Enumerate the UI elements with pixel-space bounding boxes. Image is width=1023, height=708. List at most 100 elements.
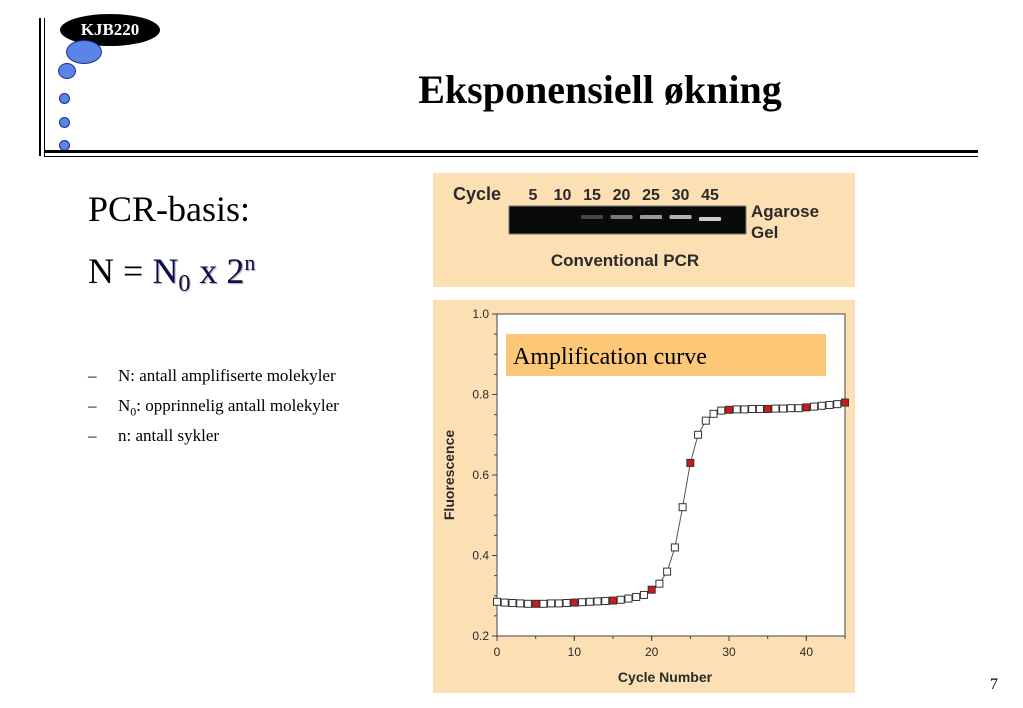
x-tick-label: 40: [800, 645, 814, 659]
data-point: [547, 599, 556, 608]
gel-cycle-tick: 10: [554, 187, 572, 204]
data-point: [639, 590, 648, 599]
data-point: [740, 405, 749, 414]
data-point-highlighted: [841, 398, 849, 407]
gel-cycle-label: Cycle: [453, 184, 501, 204]
list-item-sub: 0: [130, 404, 137, 419]
data-point: [624, 594, 633, 603]
chart-title: Amplification curve: [513, 344, 707, 370]
list-item-base: N: [118, 396, 131, 415]
data-point: [670, 543, 679, 552]
data-point: [578, 598, 587, 607]
data-point: [593, 597, 602, 606]
page-title: Eksponensiell økning: [418, 67, 782, 112]
list-dash: –: [88, 366, 97, 385]
gel-cycle-tick: 30: [672, 187, 690, 204]
formula-n0-sub: 0: [178, 271, 191, 298]
data-point: [779, 404, 788, 413]
bullet-dot-small-icon: [59, 93, 70, 104]
data-point-highlighted: [647, 585, 656, 594]
formula-n0-base: N: [152, 251, 179, 291]
data-point-highlighted: [609, 596, 617, 605]
bullet-dot-small-icon: [59, 117, 70, 128]
gel-caption: Conventional PCR: [551, 251, 699, 270]
gel-svg: Cycle 5 10 15 20 25 30 45 Agarose Gel Conventi…: [453, 184, 819, 270]
formula-rhs: N0 x 2n: [152, 250, 256, 297]
data-point: [786, 404, 795, 413]
gel-figure: Cycle 5 10 15 20 25 30 45 Agarose Gel Conventi…: [433, 173, 855, 287]
left-frame-line-outer: [39, 18, 41, 156]
gel-band: [669, 215, 692, 219]
x-axis-label: Cycle Number: [618, 669, 713, 685]
data-point-highlighted: [531, 599, 540, 608]
data-point: [616, 595, 625, 604]
data-point: [748, 404, 757, 413]
y-tick-label: 0.6: [472, 468, 489, 482]
data-point: [678, 503, 687, 512]
bullet-dot-medium-icon: [58, 63, 76, 79]
x-tick-label: 0: [494, 645, 501, 659]
chart-svg: 0.2 0.4 0.6 0.8 1.0 0 10 20 30 40 Amplification c…: [441, 307, 849, 685]
data-point: [833, 400, 842, 409]
gel-band: [610, 215, 633, 219]
list-dash: –: [88, 426, 97, 445]
list-item: – n: antall sykler: [88, 426, 219, 446]
data-point: [539, 599, 548, 608]
y-tick-label: 0.8: [472, 388, 489, 402]
data-point: [771, 404, 780, 413]
gel-band: [581, 215, 603, 219]
data-point-highlighted: [802, 403, 811, 412]
data-point: [794, 404, 803, 413]
list-item: – N: antall amplifiserte molekyler: [88, 366, 336, 386]
gel-cycle-tick: 20: [613, 187, 631, 204]
x-tick-label: 10: [568, 645, 582, 659]
gel-side-label-line1: Agarose: [751, 202, 819, 221]
data-point-highlighted: [725, 405, 733, 414]
list-item: – N0: opprinnelig antall molekyler: [88, 396, 339, 419]
gel-cycle-tick: 15: [583, 187, 601, 204]
y-tick-label: 0.2: [472, 629, 489, 643]
data-point-highlighted: [686, 458, 695, 467]
formula-lhs: N =: [88, 251, 153, 291]
data-point: [810, 402, 819, 411]
gel-cycle-tick: 45: [701, 187, 719, 204]
course-code: KJB220: [80, 20, 140, 39]
data-point-highlighted: [763, 404, 772, 413]
data-point: [655, 579, 664, 588]
data-point-highlighted: [570, 598, 579, 607]
formula-exponent: n: [244, 250, 256, 275]
y-axis-label: Fluorescence: [441, 430, 457, 520]
page-number: 7: [990, 676, 998, 693]
gel-cycle-tick: 25: [642, 187, 660, 204]
left-frame-line-inner: [44, 18, 45, 156]
header-rule-thick: [44, 150, 978, 153]
data-point: [825, 400, 834, 409]
header-rule-thin: [44, 156, 978, 157]
amplification-chart: 0.2 0.4 0.6 0.8 1.0 0 10 20 30 40 Amplification c…: [433, 300, 855, 693]
data-point: [516, 599, 525, 608]
chart-title-box: [506, 334, 826, 376]
gel-band: [640, 215, 662, 219]
y-tick-label: 0.4: [472, 549, 489, 563]
list-item-text: n: antall sykler: [118, 426, 220, 445]
data-point: [732, 405, 741, 414]
bullet-dot-large-icon: [66, 40, 102, 64]
list-item-text: N: antall amplifiserte molekyler: [118, 366, 336, 385]
data-point: [523, 599, 532, 608]
data-point: [562, 598, 571, 607]
x-tick-label: 30: [722, 645, 736, 659]
gel-side-label-line2: Gel: [751, 223, 778, 242]
x-tick-label: 20: [645, 645, 659, 659]
data-point: [817, 401, 826, 410]
list-dash: –: [88, 396, 97, 415]
list-item-text: : opprinnelig antall molekyler: [136, 396, 339, 415]
data-point: [554, 599, 563, 608]
gel-band: [699, 217, 721, 221]
data-point: [701, 416, 710, 425]
data-point: [632, 592, 641, 601]
data-point: [717, 406, 726, 415]
y-tick-label: 1.0: [472, 307, 489, 321]
formula: N = N0 x 2n: [88, 250, 255, 298]
subheading: PCR-basis:: [88, 189, 251, 229]
data-point: [585, 597, 594, 606]
